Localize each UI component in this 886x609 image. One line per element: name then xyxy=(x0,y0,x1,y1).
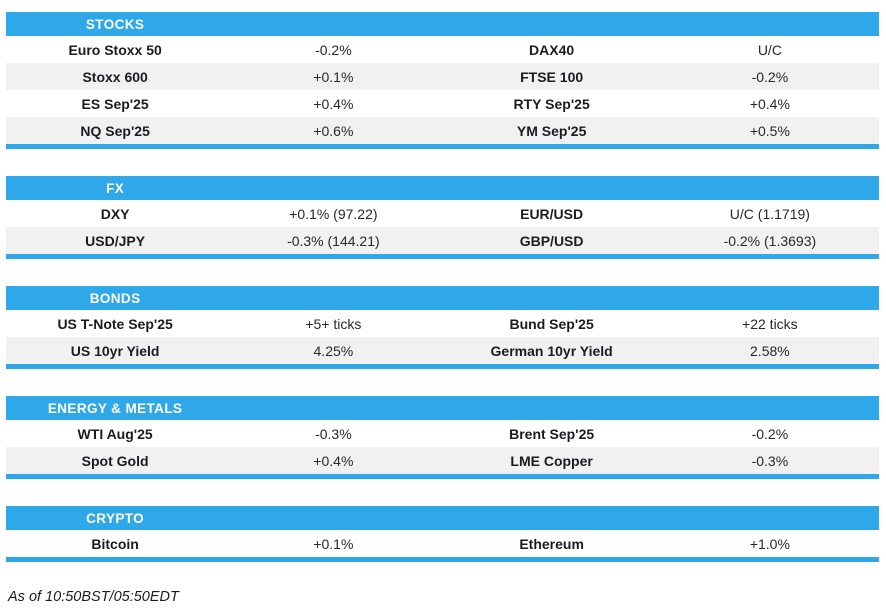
table-row: Spot Gold +0.4% LME Copper -0.3% xyxy=(6,447,879,474)
section-title: CRYPTO xyxy=(86,510,145,526)
instrument-name: Bund Sep'25 xyxy=(509,315,594,332)
market-section: ENERGY & METALS WTI Aug'25 -0.3% Brent S… xyxy=(6,396,879,479)
instrument-name: Ethereum xyxy=(519,535,584,552)
section-header: ENERGY & METALS xyxy=(6,396,879,420)
instrument-change: +0.4% xyxy=(313,95,354,112)
instrument-change: +0.1% xyxy=(313,68,354,85)
table-row: NQ Sep'25 +0.6% YM Sep'25 +0.5% xyxy=(6,117,879,144)
instrument-change: U/C (1.1719) xyxy=(729,205,810,222)
instrument-name: DAX40 xyxy=(529,41,575,58)
instrument-change: +1.0% xyxy=(749,535,790,552)
instrument-name: US T-Note Sep'25 xyxy=(57,315,173,332)
section-title: BONDS xyxy=(89,290,141,306)
instrument-change: -0.3% xyxy=(315,425,352,442)
instrument-change: -0.2% xyxy=(315,41,352,58)
instrument-change: +0.1% (97.22) xyxy=(289,205,378,222)
instrument-change: 4.25% xyxy=(313,342,354,359)
table-row: Euro Stoxx 50 -0.2% DAX40 U/C xyxy=(6,36,879,63)
instrument-change: U/C xyxy=(757,41,782,58)
instrument-change: +0.4% xyxy=(749,95,790,112)
instrument-name: GBP/USD xyxy=(519,232,584,249)
instrument-name: YM Sep'25 xyxy=(516,122,587,139)
instrument-name: German 10yr Yield xyxy=(490,342,613,359)
section-title: FX xyxy=(106,180,125,196)
table-row: Bitcoin +0.1% Ethereum +1.0% xyxy=(6,530,879,557)
instrument-name: Bitcoin xyxy=(91,535,139,552)
instrument-name: Euro Stoxx 50 xyxy=(68,41,162,58)
table-row: ES Sep'25 +0.4% RTY Sep'25 +0.4% xyxy=(6,90,879,117)
instrument-name: Spot Gold xyxy=(81,452,149,469)
section-rows: US T-Note Sep'25 +5+ ticks Bund Sep'25 +… xyxy=(6,310,879,364)
instrument-change: +5+ ticks xyxy=(305,315,362,332)
instrument-change: +0.4% xyxy=(313,452,354,469)
instrument-name: DXY xyxy=(100,205,130,222)
instrument-change: +0.6% xyxy=(313,122,354,139)
instrument-name: USD/JPY xyxy=(85,232,146,249)
instrument-change: -0.2% xyxy=(751,425,789,442)
section-title: ENERGY & METALS xyxy=(47,400,183,416)
instrument-change: -0.2% (1.3693) xyxy=(723,232,817,249)
market-section: BONDS US T-Note Sep'25 +5+ ticks Bund Se… xyxy=(6,286,879,369)
table-row: US 10yr Yield 4.25% German 10yr Yield 2.… xyxy=(6,337,879,364)
instrument-change: -0.3% (144.21) xyxy=(287,232,380,249)
instrument-name: NQ Sep'25 xyxy=(80,122,150,139)
section-header: FX xyxy=(6,176,879,200)
instrument-change: +22 ticks xyxy=(742,315,798,332)
instrument-change: +0.1% xyxy=(313,535,354,552)
market-section: CRYPTO Bitcoin +0.1% Ethereum +1.0% xyxy=(6,506,879,562)
instrument-name: RTY Sep'25 xyxy=(513,95,590,112)
instrument-name: LME Copper xyxy=(510,452,593,469)
table-row: USD/JPY -0.3% (144.21) GBP/USD -0.2% (1.… xyxy=(6,227,879,254)
market-section: FX DXY +0.1% (97.22) EUR/USD U/C (1.1719… xyxy=(6,176,879,259)
table-row: WTI Aug'25 -0.3% Brent Sep'25 -0.2% xyxy=(6,420,879,447)
section-header: BONDS xyxy=(6,286,879,310)
instrument-name: US 10yr Yield xyxy=(70,342,160,359)
instrument-name: EUR/USD xyxy=(520,205,584,222)
section-header: STOCKS xyxy=(6,12,879,36)
table-row: DXY +0.1% (97.22) EUR/USD U/C (1.1719) xyxy=(6,200,879,227)
section-rows: Bitcoin +0.1% Ethereum +1.0% xyxy=(6,530,879,557)
section-rows: WTI Aug'25 -0.3% Brent Sep'25 -0.2% Spot… xyxy=(6,420,879,474)
instrument-name: Brent Sep'25 xyxy=(509,425,595,442)
section-rows: Euro Stoxx 50 -0.2% DAX40 U/C Stoxx 600 … xyxy=(6,36,879,144)
table-row: Stoxx 600 +0.1% FTSE 100 -0.2% xyxy=(6,63,879,90)
instrument-name: Stoxx 600 xyxy=(82,68,148,85)
section-title: STOCKS xyxy=(85,16,145,32)
market-sections: STOCKS Euro Stoxx 50 -0.2% DAX40 U/C Sto… xyxy=(6,12,879,562)
instrument-name: FTSE 100 xyxy=(520,68,584,85)
instrument-name: ES Sep'25 xyxy=(81,95,149,112)
section-rows: DXY +0.1% (97.22) EUR/USD U/C (1.1719) U… xyxy=(6,200,879,254)
instrument-change: -0.2% xyxy=(751,68,789,85)
instrument-change: 2.58% xyxy=(750,342,790,359)
market-section: STOCKS Euro Stoxx 50 -0.2% DAX40 U/C Sto… xyxy=(6,12,879,149)
instrument-change: -0.3% xyxy=(751,452,789,469)
instrument-name: WTI Aug'25 xyxy=(77,425,153,442)
instrument-change: +0.5% xyxy=(749,122,790,139)
table-row: US T-Note Sep'25 +5+ ticks Bund Sep'25 +… xyxy=(6,310,879,337)
timestamp-note: As of 10:50BST/05:50EDT xyxy=(8,589,179,605)
section-header: CRYPTO xyxy=(6,506,879,530)
